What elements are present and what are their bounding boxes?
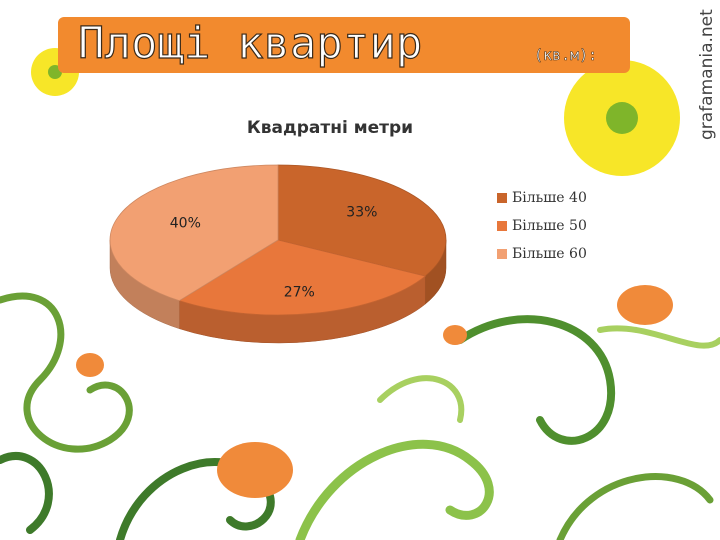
data-label: 40% [170, 215, 201, 231]
slide-title: Площі квартир [78, 18, 422, 69]
chart-title: Квадратні метри [247, 118, 413, 138]
flower [617, 285, 673, 325]
data-label: 27% [284, 285, 315, 301]
swirl [377, 375, 465, 423]
swirl [295, 439, 494, 540]
slide-title-note: (кв.м): [534, 46, 597, 64]
legend-swatch [497, 221, 507, 231]
legend-label: Більше 50 [512, 218, 587, 234]
flower [76, 353, 104, 377]
legend: Більше 40 Більше 50 Більше 60 [497, 190, 587, 262]
pie-slice [277, 164, 447, 277]
swirl [0, 292, 133, 453]
swirl [456, 315, 616, 445]
title-bar [58, 17, 630, 73]
legend-swatch [497, 193, 507, 203]
pie-slice [178, 239, 427, 316]
legend-label: Більше 40 [512, 190, 587, 206]
pie: 33% 27% 40% [109, 164, 447, 344]
data-label: 33% [346, 205, 377, 221]
flower [217, 442, 293, 498]
legend-swatch [497, 249, 507, 259]
swirl [556, 473, 714, 540]
legend-label: Більше 60 [512, 246, 587, 262]
watermark: grafamania.net [697, 9, 717, 140]
pie-slice [109, 164, 279, 302]
swirl [597, 325, 720, 349]
flower [443, 325, 467, 345]
sunflower-center [606, 102, 638, 134]
swirl [0, 452, 53, 534]
